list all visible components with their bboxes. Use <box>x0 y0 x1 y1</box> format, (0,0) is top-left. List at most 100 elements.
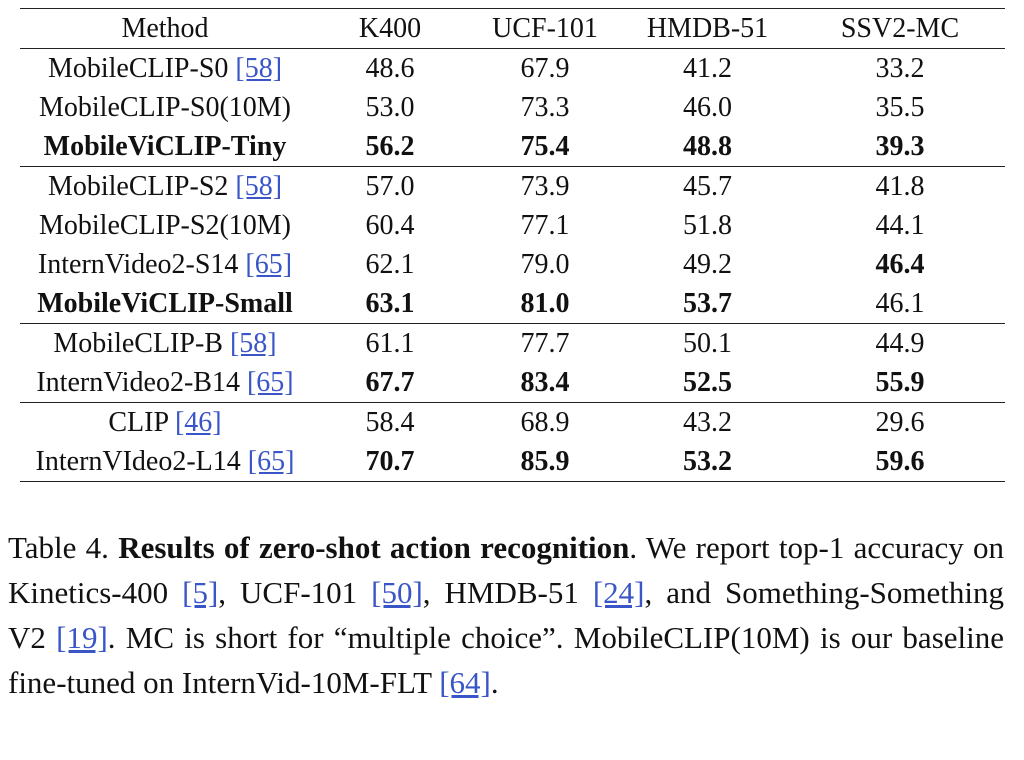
caption-text: . MC is short for “multiple choice”. Mob… <box>8 620 1004 700</box>
method-cell: MobileCLIP-S2 [58] <box>20 167 310 207</box>
caption-title: Results of zero-shot action recognition <box>118 530 630 565</box>
value-cell: 67.9 <box>520 52 570 84</box>
method-name: MobileViCLIP-Tiny <box>43 130 287 162</box>
caption-citation-link[interactable]: [64] <box>439 665 491 700</box>
value-cell: 46.4 <box>875 248 925 280</box>
value-cell: 49.2 <box>683 248 732 280</box>
method-cell: InternVIdeo2-L14 [65] <box>20 442 310 482</box>
value-cell: 33.2 <box>875 52 925 84</box>
table-row: MobileViCLIP-Tiny 56.2 75.4 48.8 39.3 <box>20 127 1005 167</box>
table-group: CLIP [46] 58.4 68.9 43.2 29.6 InternVIdeo2-L1… <box>20 403 1005 482</box>
table-row: MobileCLIP-S0(10M) 53.0 73.3 46.0 35.5 <box>20 88 1005 127</box>
table-row: InternVideo2-B14 [65] 67.7 83.4 52.5 55.9 <box>20 363 1005 403</box>
value-cell: 56.2 <box>365 130 415 162</box>
caption-text: , and Something-Something V2 <box>8 575 1004 655</box>
citation-link[interactable]: [65] <box>245 248 293 280</box>
table-group: MobileCLIP-S0 [58] 48.6 67.9 41.2 33.2 Mobile… <box>20 49 1005 167</box>
value-cell: 59.6 <box>875 445 925 477</box>
caption-text: , HMDB-51 <box>422 575 593 610</box>
citation-link[interactable]: [58] <box>235 52 283 84</box>
caption-body: . We report top-1 accuracy on Kinetics-4… <box>8 530 1004 700</box>
caption-citation-link[interactable]: [24] <box>592 575 645 610</box>
value-cell: 51.8 <box>683 209 732 241</box>
value-cell: 58.4 <box>365 406 415 438</box>
method-cell: MobileCLIP-S2(10M) <box>20 206 310 245</box>
results-table-container: Method K400 UCF-101 HMDB-51 SSV2-MC Mobi… <box>20 8 1010 482</box>
value-cell: 53.0 <box>365 91 415 123</box>
table-group: MobileCLIP-S2 [58] 57.0 73.9 45.7 41.8 Mobile… <box>20 167 1005 324</box>
caption-citation-link[interactable]: [50] <box>371 575 423 610</box>
caption-text: . We report top-1 accuracy on Kinetics-4… <box>8 530 1004 610</box>
table-row: InternVideo2-S14 [65] 62.1 79.0 49.2 46.4 <box>20 245 1005 284</box>
value-cell: 77.7 <box>520 327 570 359</box>
table-row: MobileCLIP-S2(10M) 60.4 77.1 51.8 44.1 <box>20 206 1005 245</box>
value-cell: 73.3 <box>520 91 570 123</box>
table-row: MobileCLIP-S0 [58] 48.6 67.9 41.2 33.2 <box>20 49 1005 89</box>
method-name: MobileViCLIP-Small <box>37 287 293 319</box>
table-group: MobileCLIP-B [58] 61.1 77.7 50.1 44.9 InternV… <box>20 324 1005 403</box>
value-cell: 79.0 <box>520 248 570 280</box>
table-row: MobileCLIP-B [58] 61.1 77.7 50.1 44.9 <box>20 324 1005 364</box>
method-name: InternVideo2-B14 <box>36 366 240 398</box>
caption-citation-link[interactable]: [19] <box>56 620 108 655</box>
value-cell: 85.9 <box>520 445 570 477</box>
header-ssv2mc: SSV2-MC <box>840 12 960 44</box>
value-cell: 60.4 <box>365 209 415 241</box>
value-cell: 44.1 <box>875 209 925 241</box>
value-cell: 63.1 <box>365 287 415 319</box>
results-table: Method K400 UCF-101 HMDB-51 SSV2-MC Mobi… <box>20 8 1005 482</box>
value-cell: 52.5 <box>683 366 732 398</box>
value-cell: 41.8 <box>875 170 925 202</box>
citation-link[interactable]: [58] <box>229 327 277 359</box>
value-cell: 41.2 <box>683 52 732 84</box>
method-cell: MobileCLIP-S0(10M) <box>20 88 310 127</box>
method-name: InternVIdeo2-L14 <box>35 445 241 477</box>
header-k400: K400 <box>358 12 422 44</box>
value-cell: 48.8 <box>683 130 732 162</box>
citation-link[interactable]: [65] <box>247 445 295 477</box>
header-method: Method <box>121 12 209 44</box>
value-cell: 53.7 <box>683 287 732 319</box>
table-caption: Table 4. Results of zero-shot action rec… <box>8 525 1004 705</box>
value-cell: 46.0 <box>683 91 732 123</box>
value-cell: 81.0 <box>520 287 570 319</box>
table-row: InternVIdeo2-L14 [65] 70.7 85.9 53.2 59.6 <box>20 442 1005 482</box>
value-cell: 68.9 <box>520 406 570 438</box>
method-cell: MobileViCLIP-Small <box>20 284 310 324</box>
method-name: MobileCLIP-S2 <box>47 170 229 202</box>
value-cell: 61.1 <box>365 327 415 359</box>
method-cell: CLIP [46] <box>20 403 310 443</box>
caption-text: . <box>490 665 499 700</box>
value-cell: 70.7 <box>365 445 415 477</box>
caption-text: , UCF-101 <box>218 575 372 610</box>
value-cell: 45.7 <box>683 170 732 202</box>
value-cell: 43.2 <box>683 406 732 438</box>
value-cell: 55.9 <box>875 366 925 398</box>
table-row: MobileCLIP-S2 [58] 57.0 73.9 45.7 41.8 <box>20 167 1005 207</box>
method-name: MobileCLIP-S0 <box>47 52 229 84</box>
value-cell: 83.4 <box>520 366 570 398</box>
method-cell: MobileCLIP-B [58] <box>20 324 310 364</box>
method-name: MobileCLIP-S0(10M) <box>39 91 291 123</box>
table-header-row: Method K400 UCF-101 HMDB-51 SSV2-MC <box>20 8 1005 49</box>
caption-citation-link[interactable]: [5] <box>182 575 219 610</box>
value-cell: 75.4 <box>520 130 570 162</box>
header-hmdb51: HMDB-51 <box>646 12 769 44</box>
value-cell: 46.1 <box>875 287 925 319</box>
value-cell: 29.6 <box>875 406 925 438</box>
value-cell: 39.3 <box>875 130 925 162</box>
citation-link[interactable]: [58] <box>235 170 283 202</box>
value-cell: 73.9 <box>520 170 570 202</box>
citation-link[interactable]: [46] <box>174 406 222 438</box>
header-ucf101: UCF-101 <box>492 12 598 44</box>
value-cell: 35.5 <box>875 91 925 123</box>
method-cell: MobileCLIP-S0 [58] <box>20 49 310 89</box>
citation-link[interactable]: [65] <box>246 366 294 398</box>
value-cell: 48.6 <box>365 52 415 84</box>
caption-label: Table 4. <box>8 530 109 565</box>
method-name: MobileCLIP-S2(10M) <box>39 209 291 241</box>
value-cell: 62.1 <box>365 248 415 280</box>
method-cell: InternVideo2-B14 [65] <box>20 363 310 403</box>
method-cell: MobileViCLIP-Tiny <box>20 127 310 167</box>
method-name: MobileCLIP-B <box>53 327 223 359</box>
